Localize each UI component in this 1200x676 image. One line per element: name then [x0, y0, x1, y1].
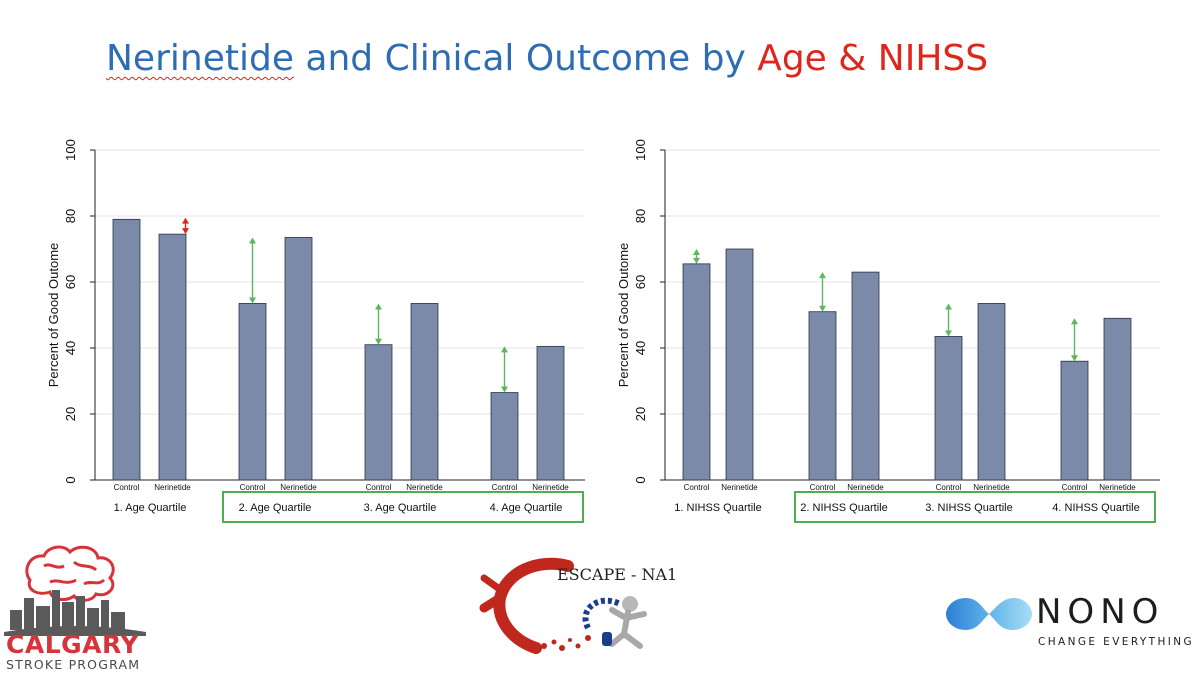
y-tick-label: 100	[63, 139, 78, 161]
bar-category-label: Nerinetide	[154, 483, 191, 492]
bar	[284, 237, 313, 481]
group-label: 4. Age Quartile	[490, 502, 563, 514]
nono-logo-name: NONO	[1036, 592, 1165, 632]
y-tick-label: 80	[63, 209, 78, 223]
bar	[410, 303, 439, 481]
calgary-brain-skyline-logo	[4, 545, 146, 636]
title-spellcheck-word: Nerinetide	[106, 38, 294, 79]
bar	[490, 392, 519, 481]
difference-arrow-head	[375, 338, 382, 345]
bar	[536, 345, 565, 481]
escape-na1-logo	[479, 557, 647, 654]
bar-category-label: Control	[240, 483, 266, 492]
difference-arrow-head	[501, 386, 508, 393]
difference-arrow-head	[249, 297, 256, 304]
bar	[158, 233, 187, 481]
difference-arrow-head	[182, 228, 189, 235]
bar-category-label: Nerinetide	[532, 483, 569, 492]
bar-category-label: Control	[366, 483, 392, 492]
group-label: 3. Age Quartile	[364, 502, 437, 514]
y-axis-label: Percent of Good Outome	[46, 243, 61, 388]
highlight-box	[222, 491, 584, 523]
bar-category-label: Nerinetide	[406, 483, 443, 492]
bar-category-label: Control	[492, 483, 518, 492]
calgary-logo-name: CALGARY	[6, 630, 139, 659]
title-main-rest: and Clinical Outcome by	[293, 38, 758, 79]
y-tick-label: 20	[63, 407, 78, 421]
escape-logo-name: ESCAPE - NA1	[557, 565, 678, 584]
difference-arrow-head	[249, 237, 256, 244]
title-highlight: Age & NIHSS	[757, 38, 989, 79]
slide-title: Nerinetide and Clinical Outcome by Age &…	[106, 38, 988, 79]
nono-logo-tagline: CHANGE EVERYTHING	[1038, 636, 1195, 648]
group-label: 2. Age Quartile	[239, 502, 312, 514]
difference-arrow-head	[182, 217, 189, 224]
calgary-logo-program: STROKE PROGRAM	[6, 657, 141, 672]
bar-category-label: Control	[114, 483, 140, 492]
bar	[238, 303, 267, 481]
y-tick-label: 0	[63, 476, 78, 483]
y-tick-label: 40	[63, 341, 78, 355]
difference-arrow-head	[375, 303, 382, 310]
bar	[364, 344, 393, 481]
bar	[112, 218, 141, 481]
group-label: 1. Age Quartile	[114, 502, 187, 514]
difference-arrow-head	[501, 346, 508, 353]
bar-category-label: Nerinetide	[280, 483, 317, 492]
nono-infinity-logo	[946, 598, 1032, 630]
y-tick-label: 60	[63, 275, 78, 289]
